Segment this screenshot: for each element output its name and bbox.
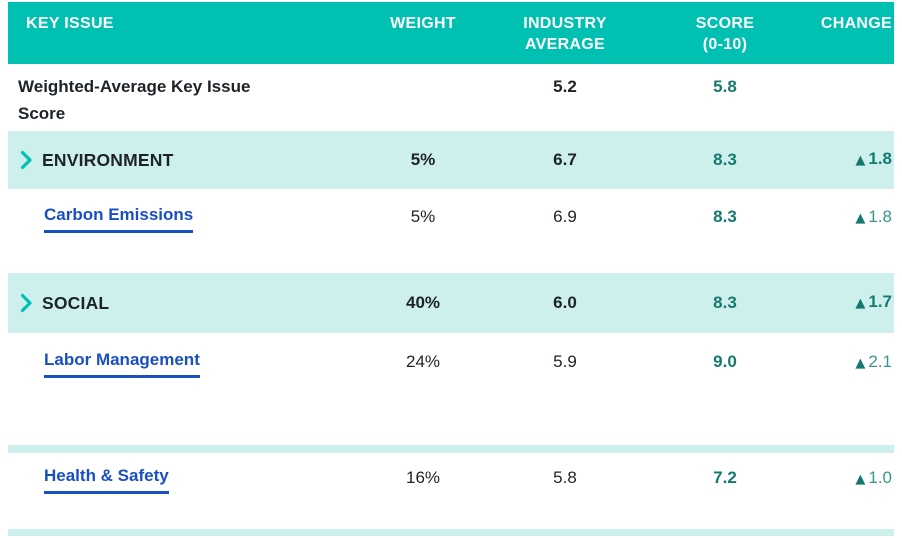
change-cell: ▲ 1.8 (806, 147, 894, 173)
industry-average-cell: 6.7 (553, 150, 577, 169)
industry-average-cell: 6.9 (553, 207, 577, 226)
score-cell: 5.8 (713, 77, 737, 96)
up-triangle-icon: ▲ (855, 356, 866, 371)
subcategory-link-carbon-emissions[interactable]: Carbon Emissions (44, 203, 194, 233)
score-cell: 7.2 (713, 468, 737, 487)
change-value: 1.8 (868, 149, 892, 168)
change-value: 1.0 (868, 468, 892, 487)
up-triangle-icon: ▲ (855, 472, 866, 487)
change-cell: ▲ 1.7 (806, 290, 894, 316)
change-cell: ▲ 2.1 (806, 333, 894, 376)
col-header-weight: WEIGHT (390, 15, 456, 32)
change-value: 2.1 (868, 352, 892, 371)
summary-label: Weighted-Average Key Issue Score (18, 77, 251, 123)
key-issue-label: SOCIAL (8, 291, 360, 315)
industry-average-cell: 6.0 (553, 293, 577, 312)
col-header-industry-average: INDUSTRY AVERAGE (523, 15, 607, 53)
section-label: ENVIRONMENT (42, 150, 174, 170)
key-issue-label: Weighted-Average Key Issue Score (8, 64, 360, 127)
table-header: KEY ISSUE WEIGHT INDUSTRY AVERAGE SCORE … (8, 2, 894, 64)
weight-cell: 16% (405, 468, 441, 487)
change-cell: ▲ 1.8 (806, 189, 894, 231)
weight-cell: 24% (405, 352, 441, 371)
change-value: 1.7 (868, 292, 892, 311)
col-header-change: CHANGE (820, 15, 892, 32)
chevron-right-icon[interactable] (20, 149, 33, 171)
col-header-key-issue: KEY ISSUE (26, 15, 114, 32)
table-row-weighted-average: Weighted-Average Key Issue Score 5.2 5.8 (8, 64, 894, 131)
key-issue-label: Carbon Emissions (8, 189, 360, 233)
weight-cell: 5% (410, 150, 436, 169)
next-section-row-edge (8, 529, 894, 536)
up-triangle-icon: ▲ (855, 211, 866, 226)
weight-cell (360, 64, 486, 73)
esg-key-issues-table: KEY ISSUE WEIGHT INDUSTRY AVERAGE SCORE … (8, 2, 894, 536)
table-row-health-safety: Health & Safety 16% 5.8 7.2 ▲ 1.0 (8, 453, 894, 529)
score-cell: 8.3 (713, 293, 737, 312)
chevron-right-icon[interactable] (20, 292, 33, 314)
section-label: SOCIAL (42, 293, 110, 313)
col-header-score: SCORE (0-10) (695, 15, 755, 53)
table-row-carbon-emissions: Carbon Emissions 5% 6.9 8.3 ▲ 1.8 (8, 189, 894, 273)
industry-average-cell: 5.2 (553, 77, 577, 96)
change-cell (806, 64, 894, 73)
up-triangle-icon: ▲ (855, 296, 866, 311)
change-value: 1.8 (868, 207, 892, 226)
row-divider (8, 445, 894, 453)
up-triangle-icon: ▲ (855, 153, 866, 168)
change-cell: ▲ 1.0 (806, 453, 894, 492)
weight-cell: 5% (410, 207, 436, 226)
industry-average-cell: 5.8 (553, 468, 577, 487)
table-row-labor-management: Labor Management 24% 5.9 9.0 ▲ 2.1 (8, 333, 894, 445)
score-cell: 8.3 (713, 207, 737, 226)
table-row-environment: ENVIRONMENT 5% 6.7 8.3 ▲ 1.8 (8, 131, 894, 189)
industry-average-cell: 5.9 (553, 352, 577, 371)
subcategory-link-health-safety[interactable]: Health & Safety (44, 464, 169, 494)
weight-cell: 40% (405, 293, 441, 312)
score-cell: 8.3 (713, 150, 737, 169)
subcategory-link-labor-management[interactable]: Labor Management (44, 348, 200, 378)
key-issue-label: Labor Management (8, 333, 360, 378)
key-issue-label: ENVIRONMENT (8, 148, 360, 172)
table-row-social: SOCIAL 40% 6.0 8.3 ▲ 1.7 (8, 273, 894, 333)
score-cell: 9.0 (713, 352, 737, 371)
key-issue-label: Health & Safety (8, 453, 360, 494)
